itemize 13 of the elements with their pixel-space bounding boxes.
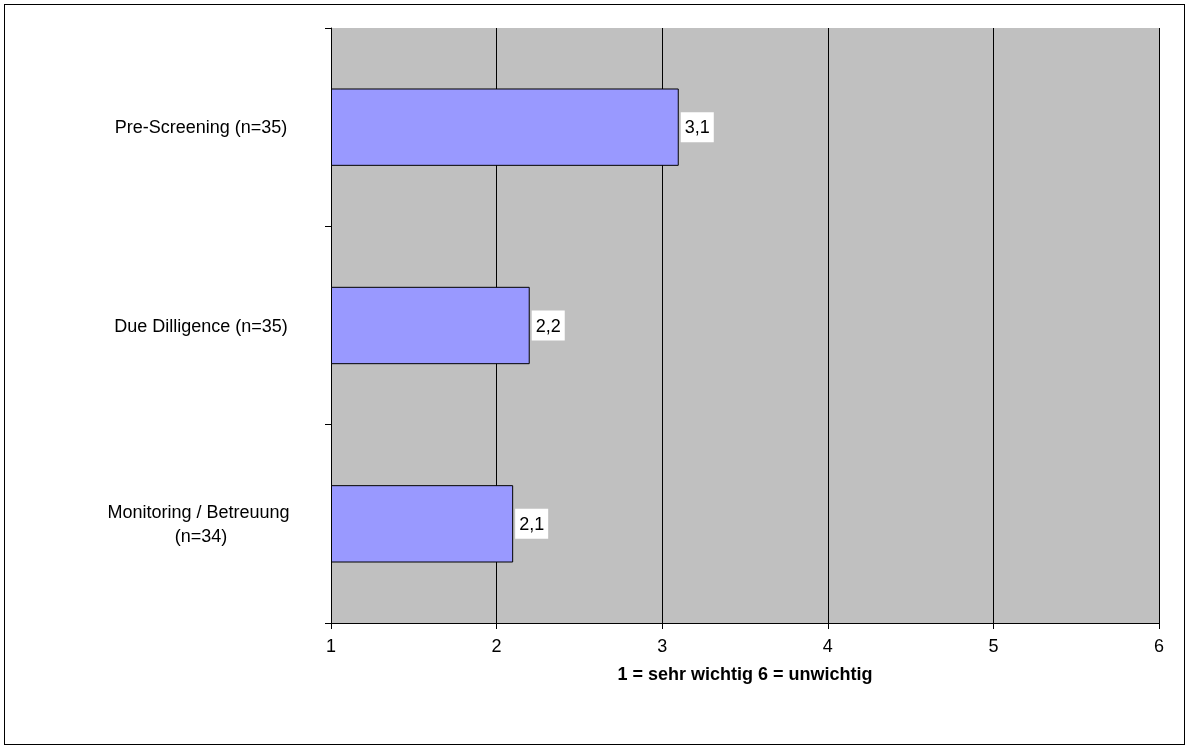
x-tick-label: 4: [822, 636, 833, 656]
x-tick-label: 2: [491, 636, 502, 656]
data-label: 3,1: [684, 117, 710, 138]
y-tick-label: Monitoring / Betreuung (n=34): [107, 501, 295, 546]
x-tick-label: 1: [325, 636, 337, 656]
x-axis-title: 1 = sehr wichtig 6 = unwichtig: [617, 664, 873, 684]
data-label: 2,1: [519, 513, 545, 534]
x-tick-label: 6: [1153, 636, 1165, 656]
y-tick-label: Due Dilligence (n=35): [114, 315, 288, 336]
x-tick-label: 3: [657, 636, 668, 656]
y-tick-label: Pre-Screening (n=35): [114, 117, 288, 138]
x-tick-label: 5: [988, 636, 999, 656]
data-label: 2,2: [535, 315, 561, 336]
